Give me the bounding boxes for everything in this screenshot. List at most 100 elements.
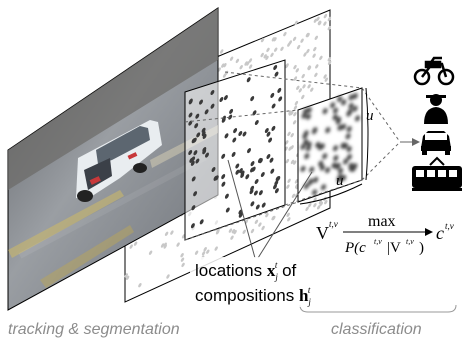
texture-dot <box>254 219 259 224</box>
formula-op: max <box>368 213 396 230</box>
texture-dot <box>306 48 310 54</box>
texture-dot <box>306 107 312 113</box>
texture-dot <box>292 36 297 42</box>
texture-dot <box>232 137 237 143</box>
texture-dot <box>293 105 298 110</box>
formula-under: P(c <box>344 240 366 256</box>
texture-dot <box>129 244 133 249</box>
texture-dot <box>285 158 290 164</box>
texture-dot <box>220 49 224 54</box>
texture-dot <box>260 37 265 43</box>
texture-dot <box>300 165 306 172</box>
texture-dot <box>280 46 284 51</box>
texture-dot <box>202 147 207 153</box>
texture-dot <box>321 184 326 191</box>
texture-dot <box>224 133 229 139</box>
texture-dot <box>260 171 265 178</box>
texture-dot <box>242 229 246 234</box>
texture-dot <box>248 64 253 69</box>
texture-dot <box>254 119 259 126</box>
texture-dot <box>296 85 300 90</box>
texture-dot <box>307 65 311 70</box>
texture-dot <box>250 161 255 167</box>
texture-dot <box>330 102 336 109</box>
texture-dot <box>206 249 210 254</box>
texture-dot <box>221 63 225 68</box>
texture-dot <box>346 126 352 133</box>
u-dimension-marks <box>299 87 369 205</box>
texture-dot <box>170 230 174 235</box>
composition-layer-2 <box>184 59 286 241</box>
texture-dot <box>340 142 346 149</box>
texture-dot <box>181 262 185 268</box>
formula-arrow <box>343 228 433 236</box>
classification-bracket <box>299 304 457 313</box>
texture-dot <box>246 77 251 83</box>
texture-dot <box>348 94 354 101</box>
texture-dot <box>318 199 323 205</box>
texture-dot <box>228 114 233 120</box>
texture-dot <box>264 127 269 134</box>
compositions-var: h <box>299 286 309 305</box>
texture-dot <box>293 64 297 70</box>
locations-label: locations xjt of compositions hjt <box>190 257 315 307</box>
texture-dot <box>303 139 309 146</box>
texture-dot <box>317 205 321 210</box>
texture-dot <box>180 257 185 262</box>
texture-dot <box>258 190 263 196</box>
texture-dot <box>341 123 347 130</box>
texture-dot <box>194 250 199 255</box>
texture-dot <box>199 99 203 105</box>
texture-dot <box>266 47 270 53</box>
texture-dot <box>268 137 273 143</box>
texture-dot <box>287 178 291 183</box>
texture-dot <box>164 231 169 236</box>
texture-dot <box>180 253 184 258</box>
texture-dot <box>290 159 295 165</box>
texture-dot <box>306 32 310 38</box>
texture-dot <box>188 98 193 104</box>
texture-dot <box>312 53 316 58</box>
texture-dot <box>346 146 352 153</box>
texture-dot <box>191 205 196 211</box>
texture-dot <box>286 212 290 217</box>
texture-dot <box>337 96 343 102</box>
texture-dot <box>302 84 306 89</box>
texture-dot <box>271 215 275 221</box>
texture-dot <box>315 64 319 69</box>
texture-dot <box>211 166 216 173</box>
texture-dot <box>337 124 343 131</box>
texture-dot <box>332 114 338 121</box>
texture-dot <box>188 112 193 118</box>
texture-dot <box>296 44 301 50</box>
texture-dot <box>352 163 358 170</box>
texture-dot <box>327 16 332 22</box>
texture-dot <box>277 87 282 93</box>
texture-dot <box>274 180 279 186</box>
compositions-sub: j <box>307 297 311 307</box>
texture-dot <box>247 148 251 154</box>
texture-dot <box>317 144 323 151</box>
texture-dot <box>348 102 354 109</box>
formula: V t,v max P(c t,v |V t,v ) c t,v <box>316 213 454 256</box>
u-right-label: u <box>366 108 374 124</box>
stage-classification-caption: classification <box>331 321 422 338</box>
texture-dot <box>355 115 360 122</box>
texture-dot <box>231 151 236 157</box>
texture-dot <box>270 92 275 98</box>
texture-dot <box>261 202 266 208</box>
texture-dot <box>221 174 226 180</box>
bicycle-icon <box>413 56 455 86</box>
texture-dot <box>215 230 220 235</box>
texture-dot <box>327 25 331 31</box>
texture-dot <box>273 64 278 71</box>
texture-dot <box>265 55 269 61</box>
texture-dot <box>204 109 209 115</box>
texture-dot <box>266 153 271 160</box>
projection-lines <box>184 71 412 241</box>
texture-dot <box>300 38 304 43</box>
texture-dot <box>294 100 299 106</box>
texture-dot <box>235 169 240 175</box>
texture-dot <box>188 149 193 156</box>
texture-dot <box>317 20 322 25</box>
